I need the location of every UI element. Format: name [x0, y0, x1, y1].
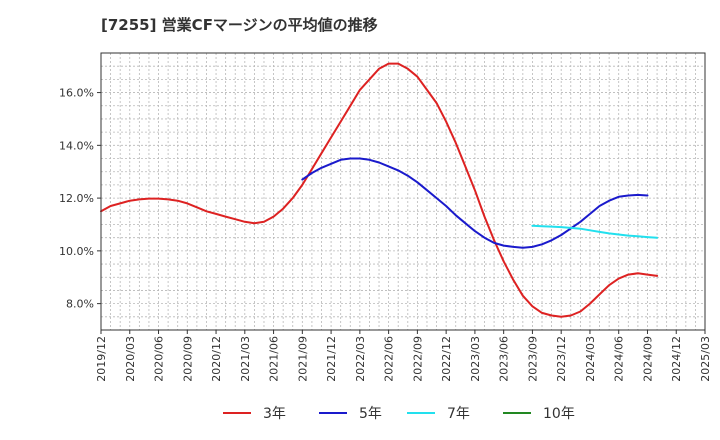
x-tick-label: 2022/06	[383, 336, 396, 382]
series-line-3年	[100, 62, 659, 318]
x-tick-label: 2024/12	[670, 336, 683, 382]
y-axis-ticks: 8.0% 10.0% 12.0% 14.0% 16.0%	[59, 87, 101, 311]
x-tick-label: 2024/09	[641, 336, 654, 382]
plot-frame	[100, 52, 706, 331]
x-tick-label: 2020/09	[181, 336, 194, 382]
x-axis-ticks: 2019/12 2020/03 2020/06 2020/09 2020/12 2021/…	[95, 330, 712, 382]
legend-label: 5年	[359, 406, 382, 422]
legend: 3年 5年 7年 10年	[223, 406, 575, 422]
x-tick-label: 2024/06	[613, 336, 626, 382]
x-tick-label: 2020/06	[153, 336, 166, 382]
y-tick-label: 14.0%	[59, 139, 94, 152]
series-line-7年	[531, 224, 659, 239]
x-tick-label: 2021/12	[325, 336, 338, 382]
x-tick-label: 2023/09	[526, 336, 539, 382]
y-tick-label: 8.0%	[66, 298, 94, 311]
x-tick-label: 2021/09	[296, 336, 309, 382]
legend-label: 7年	[447, 406, 470, 422]
legend-label: 3年	[263, 406, 286, 422]
chart-title: [7255] 営業CFマージンの平均値の推移	[101, 16, 378, 34]
x-tick-label: 2022/12	[440, 336, 453, 382]
series-lines	[100, 62, 659, 318]
x-tick-label: 2021/06	[268, 336, 281, 382]
x-tick-label: 2022/03	[354, 336, 367, 382]
x-tick-label: 2020/12	[210, 336, 223, 382]
series-line-5年	[301, 157, 649, 249]
x-tick-label: 2023/12	[555, 336, 568, 382]
x-tick-label: 2023/03	[469, 336, 482, 382]
x-tick-label: 2023/06	[498, 336, 511, 382]
x-tick-label: 2024/03	[584, 336, 597, 382]
y-tick-label: 12.0%	[59, 192, 94, 205]
y-tick-label: 10.0%	[59, 245, 94, 258]
x-tick-label: 2020/03	[124, 336, 137, 382]
x-tick-label: 2022/09	[411, 336, 424, 382]
x-tick-label: 2021/03	[239, 336, 252, 382]
y-tick-label: 16.0%	[59, 87, 94, 100]
legend-label: 10年	[543, 406, 575, 422]
x-tick-label: 2019/12	[95, 336, 108, 382]
x-tick-label: 2025/03	[699, 336, 712, 382]
grid	[100, 53, 706, 330]
